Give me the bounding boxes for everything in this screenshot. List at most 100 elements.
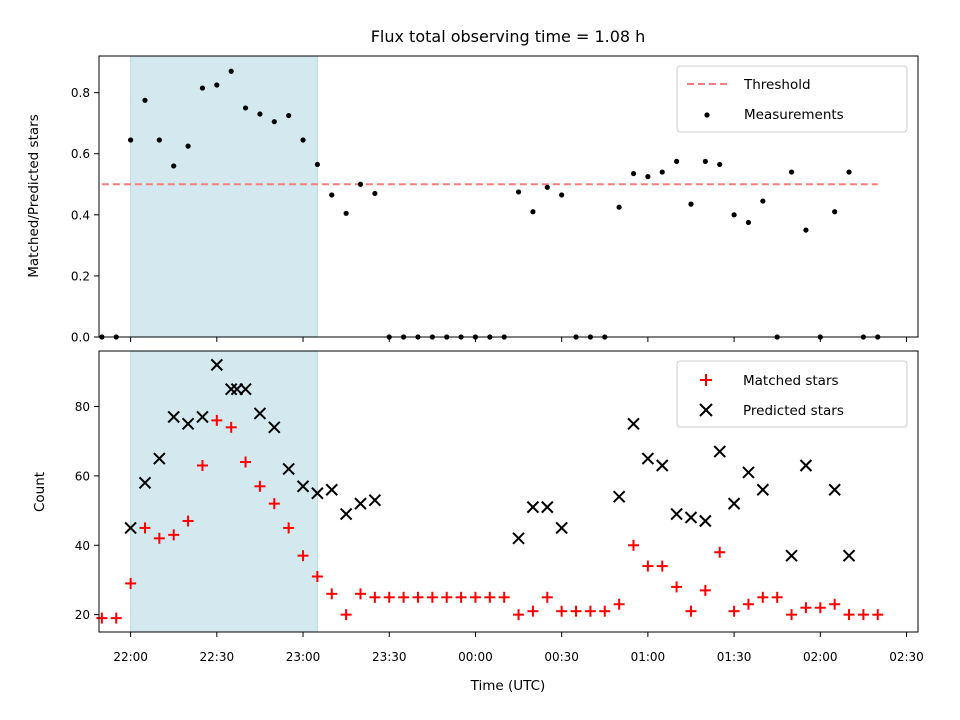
chart-title: Flux total observing time = 1.08 h <box>371 27 646 46</box>
bottom-plot-frame <box>98 350 919 633</box>
legend-matched-swatch <box>700 374 712 386</box>
matched-star-marker <box>369 591 381 603</box>
x-tick-label: 23:00 <box>286 650 321 664</box>
predicted-star-marker <box>224 382 238 396</box>
matched-star-marker <box>656 560 668 572</box>
predicted-star-marker <box>799 459 813 472</box>
y-tick-label: 20 <box>75 608 90 622</box>
matched-star-marker <box>182 515 194 527</box>
top-plot-frame <box>98 55 919 338</box>
predicted-star-marker <box>253 407 267 420</box>
legend-predicted-label: Predicted stars <box>743 403 844 419</box>
predicted-star-marker <box>124 521 137 535</box>
measurement-point <box>559 192 565 198</box>
predicted-star-marker <box>828 483 841 496</box>
top-y-ticks: 0.0 0.2 0.4 0.6 0.8 <box>71 86 99 345</box>
measurement-point <box>271 119 277 125</box>
predicted-star-marker <box>641 452 655 465</box>
predicted-star-marker <box>541 500 554 514</box>
matched-star-marker <box>139 522 151 534</box>
matched-star-marker <box>527 605 539 617</box>
measurement-point <box>286 112 292 119</box>
y-tick-label: 0.6 <box>71 147 90 161</box>
matched-star-marker <box>326 588 338 600</box>
predicted-star-marker <box>268 421 281 434</box>
bottom-legend: Matched stars Predicted stars <box>676 360 908 428</box>
matched-star-marker <box>728 605 740 617</box>
measurement-point <box>702 158 708 164</box>
matched-star-marker <box>153 532 165 544</box>
matched-star-marker <box>196 459 208 471</box>
matched-star-marker <box>613 598 625 610</box>
matched-star-marker <box>556 605 568 617</box>
matched-star-marker <box>843 609 855 621</box>
measurement-point <box>688 201 694 207</box>
measurement-point <box>630 170 637 177</box>
matched-star-marker <box>513 609 525 621</box>
y-tick-label: 0.0 <box>71 331 90 345</box>
matched-star-marker <box>469 591 481 603</box>
measurement-point <box>674 158 680 164</box>
top-legend: Threshold Measurements <box>676 65 908 133</box>
matched-star-marker <box>541 591 553 603</box>
predicted-star-marker <box>296 480 310 493</box>
predicted-star-marker <box>742 466 755 479</box>
matched-star-marker <box>110 612 122 624</box>
matched-star-marker <box>426 591 438 603</box>
x-tick-label: 01:00 <box>631 650 666 664</box>
predicted-star-marker <box>785 549 798 562</box>
predicted-star-marker <box>555 521 568 535</box>
x-tick-label: 22:00 <box>113 650 148 664</box>
bottom-shaded-span <box>130 350 318 633</box>
matched-star-marker <box>225 421 237 433</box>
matched-star-marker <box>125 577 137 589</box>
predicted-star-marker <box>210 358 224 372</box>
y-tick-label: 60 <box>75 469 90 483</box>
predicted-star-marker <box>727 497 741 510</box>
x-tick-label: 00:00 <box>458 650 493 664</box>
predicted-star-marker <box>282 462 295 476</box>
matched-star-marker <box>254 480 266 492</box>
x-tick-label: 01:30 <box>717 650 752 664</box>
matched-star-marker <box>786 609 798 621</box>
matched-star-marker <box>455 591 467 603</box>
top-shaded-span <box>130 55 318 338</box>
top-plot: 0.00.20.40.60.8 Matched/Predicted stars … <box>26 55 919 345</box>
bottom-x-ticks: 22:00 22:30 23:00 23:30 00:00 00:30 01:00 01:30… <box>113 632 924 664</box>
measurement-point <box>257 111 263 117</box>
matched-star-marker <box>340 609 352 621</box>
y-tick-label: 80 <box>75 400 90 414</box>
measurement-point <box>788 169 795 175</box>
bottom-y-ticks: 20 40 60 80 <box>75 400 99 622</box>
bottom-plot: 20 40 60 80 22:00 22:30 23:00 23:30 00:00 00:30 0… <box>32 350 924 694</box>
matched-star-marker <box>398 591 410 603</box>
predicted-star-marker <box>526 500 540 514</box>
matched-star-marker <box>599 605 611 617</box>
predicted-star-marker <box>684 511 698 524</box>
measurement-point <box>803 227 809 233</box>
predicted-star-marker <box>311 487 324 500</box>
measurement-point <box>214 82 220 88</box>
measurement-point <box>745 219 752 226</box>
legend-measurements-swatch <box>704 112 710 118</box>
matched-star-marker <box>829 598 841 610</box>
predicted-stars-points <box>124 358 856 562</box>
measurement-point <box>515 189 522 195</box>
matched-star-marker <box>441 591 453 603</box>
matched-star-marker <box>168 529 180 541</box>
matched-star-marker <box>685 605 697 617</box>
measurement-point <box>717 161 723 168</box>
legend-matched-label: Matched stars <box>743 373 839 389</box>
matched-star-marker <box>240 456 252 468</box>
predicted-star-marker <box>756 483 770 496</box>
predicted-star-marker <box>368 493 382 507</box>
matched-star-marker <box>283 522 295 534</box>
matched-star-marker <box>872 609 884 621</box>
top-x-ticks <box>130 337 908 342</box>
predicted-star-marker <box>612 490 626 503</box>
measurement-point <box>185 143 191 149</box>
measurement-point <box>544 184 550 190</box>
matched-star-marker <box>268 498 280 510</box>
predicted-star-marker <box>627 417 640 431</box>
